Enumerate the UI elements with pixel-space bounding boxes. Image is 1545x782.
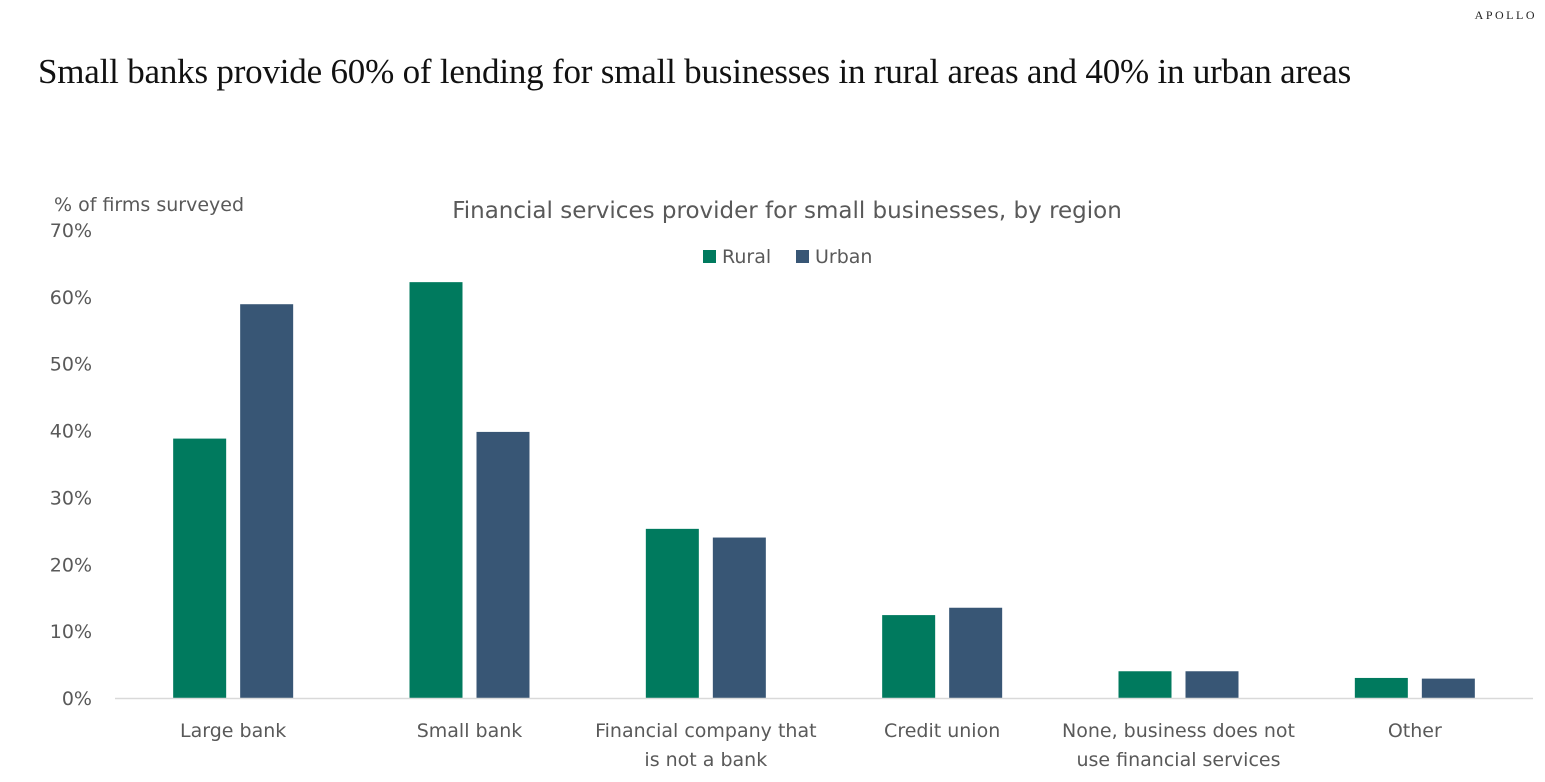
x-tick-label: Small bank — [417, 720, 523, 742]
bar-urban — [1185, 671, 1239, 698]
x-tick-label-line: use financial services — [1076, 749, 1280, 771]
legend-swatch-rural — [703, 250, 716, 263]
x-tick-label: Other — [1388, 720, 1442, 742]
x-tick-label: Financial company that is not a bank — [595, 720, 816, 771]
x-tick-label: Large bank — [180, 720, 286, 742]
x-tick-label-line: None, business does not — [1062, 720, 1295, 742]
bar-urban — [476, 431, 530, 698]
y-tick-label: 50% — [50, 354, 92, 376]
bar-urban — [712, 537, 766, 698]
y-tick-label: 60% — [50, 287, 92, 309]
bar-rural — [645, 528, 699, 698]
bar-urban — [949, 607, 1003, 698]
y-tick-label: 70% — [50, 220, 92, 242]
bar-rural — [173, 438, 227, 698]
y-tick-label: 0% — [62, 688, 92, 710]
x-tick-label: None, business does not use financial ser… — [1062, 720, 1295, 771]
chart-bars — [173, 282, 1475, 698]
x-tick-label: Credit union — [884, 720, 1000, 742]
y-axis-ticks: 0% 10% 20% 30% 40% 50% 60% 70% — [50, 220, 92, 710]
x-tick-label-line: Small bank — [417, 720, 523, 742]
y-tick-label: 40% — [50, 421, 92, 443]
y-tick-label: 30% — [50, 487, 92, 509]
y-axis-label: % of firms surveyed — [54, 194, 244, 216]
bar-urban — [1421, 678, 1475, 698]
x-tick-label-line: Credit union — [884, 720, 1000, 742]
legend-label-rural: Rural — [722, 246, 771, 268]
x-tick-label-line: is not a bank — [644, 749, 767, 771]
x-tick-label-line: Financial company that — [595, 720, 816, 742]
bar-rural — [409, 282, 463, 698]
legend-label-urban: Urban — [815, 246, 872, 268]
chart-legend: Rural Urban — [703, 246, 872, 268]
bar-rural — [882, 615, 936, 698]
bar-rural — [1118, 671, 1172, 698]
x-tick-label-line: Large bank — [180, 720, 286, 742]
chart-title: Financial services provider for small bu… — [452, 198, 1122, 224]
x-axis-labels: Large bank Small bank Financial company th… — [180, 720, 1442, 771]
bar-rural — [1354, 677, 1408, 698]
legend-swatch-urban — [796, 250, 809, 263]
page-headline: Small banks provide 60% of lending for s… — [38, 52, 1352, 91]
x-tick-label-line: Other — [1388, 720, 1442, 742]
brand-logo: APOLLO — [1474, 8, 1537, 22]
y-tick-label: 10% — [50, 621, 92, 643]
bar-urban — [240, 304, 294, 698]
y-tick-label: 20% — [50, 554, 92, 576]
